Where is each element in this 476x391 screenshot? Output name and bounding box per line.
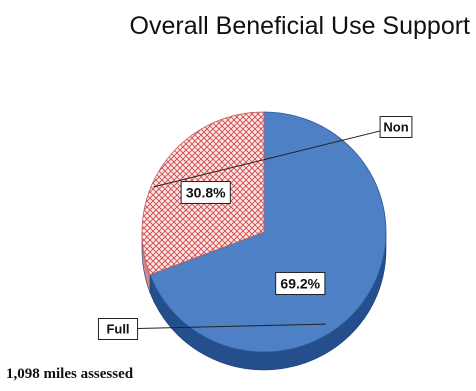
value-label-non-group: 30.8% — [180, 181, 231, 205]
slice-label-non-group: Non — [379, 116, 413, 138]
pie-slices — [141, 111, 387, 353]
pie-labels: 69.2% Full 30.8% Non — [97, 116, 413, 340]
value-label-full-group: 69.2% — [275, 271, 326, 295]
slice-label-full-box — [97, 318, 139, 340]
chart-title: Overall Beneficial Use Support — [129, 12, 470, 40]
slice-label-full-group: Full — [97, 318, 139, 340]
slice-label-full: Full — [106, 322, 129, 337]
value-label-non-box — [180, 181, 231, 205]
slice-label-non-box — [379, 116, 413, 138]
value-label-non: 30.8% — [186, 185, 226, 201]
leader-line-non — [153, 126, 397, 188]
footnote: 1,098 miles assessed — [6, 366, 134, 382]
leader-line-full — [117, 323, 326, 330]
slice-full — [149, 111, 387, 353]
value-label-full: 69.2% — [280, 275, 320, 291]
value-label-full-box — [275, 271, 326, 295]
slice-label-non: Non — [383, 120, 408, 135]
